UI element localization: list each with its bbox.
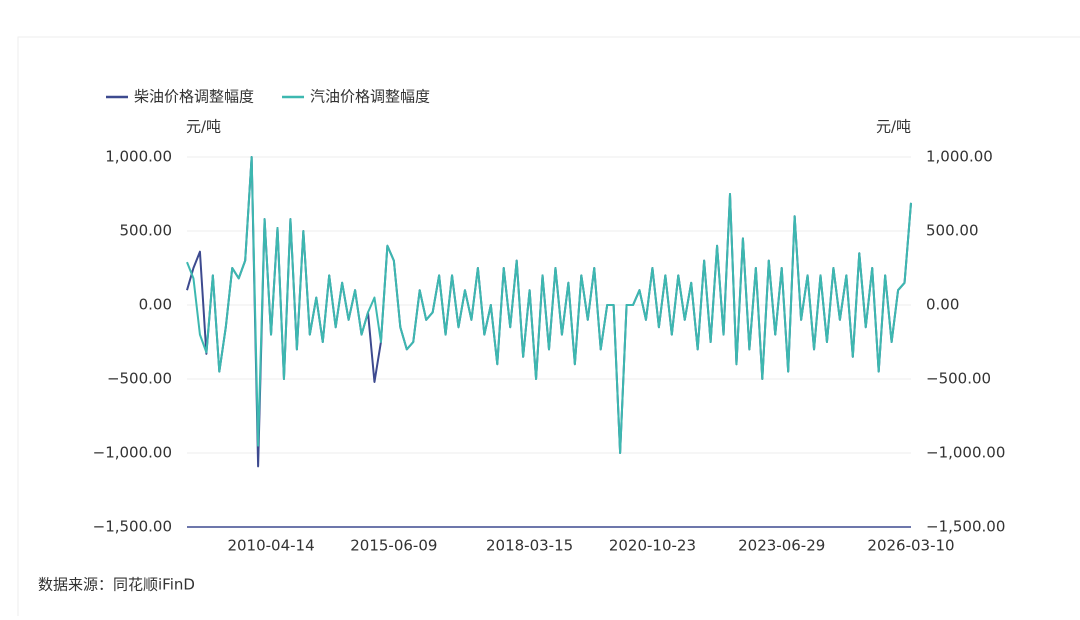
y-tick-label: 0.00 [139,296,172,314]
y-unit: 元/吨 [186,118,221,136]
card [17,36,1080,620]
x-tick-label: 2026-03-10 [867,537,954,555]
x-tick-label: 2015-06-09 [350,537,437,555]
x-tick-label: 2010-04-14 [227,537,314,555]
y2-tick-label: 0.00 [926,296,959,314]
legend-label: 柴油价格调整幅度 [134,88,254,106]
x-tick-label: 2023-06-29 [738,537,825,555]
y-tick-label: −1,500.00 [93,518,172,536]
y2-tick-label: 1,000.00 [926,148,993,166]
series-line [186,156,912,454]
y2-tick-label: −500.00 [926,370,991,388]
legend-label: 汽油价格调整幅度 [310,88,430,106]
y-tick-label: 500.00 [120,222,173,240]
y2-tick-label: 500.00 [926,222,979,240]
y2-unit: 元/吨 [876,118,911,136]
y-tick-label: 1,000.00 [105,148,172,166]
y-tick-label: −500.00 [107,370,172,388]
source-note: 数据来源：同花顺iFinD [38,576,195,594]
x-tick-label: 2020-10-23 [609,537,696,555]
y-tick-label: −1,000.00 [93,444,172,462]
y2-tick-label: −1,500.00 [926,518,1005,536]
y2-tick-label: −1,000.00 [926,444,1005,462]
x-tick-label: 2018-03-15 [486,537,573,555]
